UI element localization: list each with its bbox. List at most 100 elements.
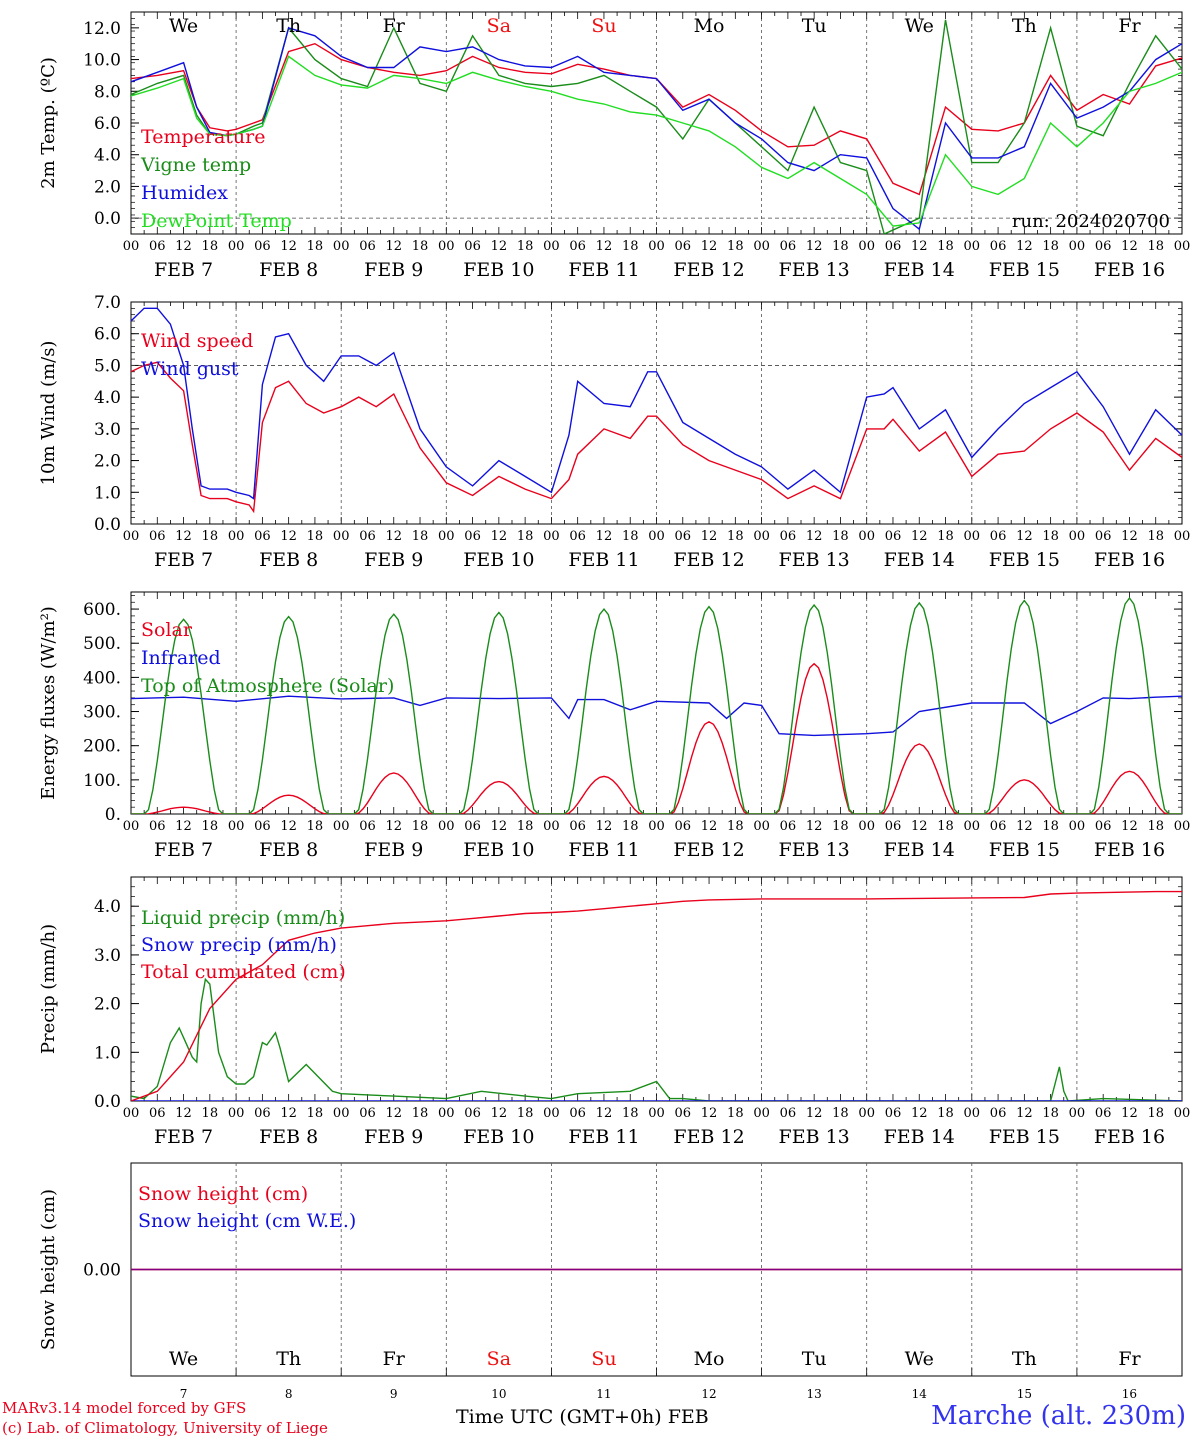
y-tick-label: 1.0 [94, 483, 121, 503]
hour-tick-label: 00 [333, 529, 350, 544]
y-tick-label: 200. [83, 737, 121, 757]
hour-tick-label: 06 [1095, 529, 1112, 544]
day-number-label: 12 [701, 1387, 716, 1401]
weekday-label: Fr [1118, 15, 1141, 37]
hour-tick-label: 18 [727, 819, 744, 834]
y-tick-label: 6.0 [94, 114, 121, 134]
hour-tick-label: 06 [254, 239, 271, 254]
hour-tick-label: 18 [412, 1106, 429, 1121]
date-label: FEB 8 [259, 549, 318, 571]
weekday-label: Mo [694, 15, 725, 37]
y-tick-label: 0.0 [94, 209, 121, 229]
date-label: FEB 11 [568, 549, 639, 571]
hour-tick-label: 00 [753, 529, 770, 544]
hour-tick-label: 12 [806, 239, 823, 254]
hour-tick-label: 00 [333, 1106, 350, 1121]
hour-tick-label: 18 [517, 819, 534, 834]
hour-tick-label: 00 [123, 1106, 140, 1121]
hour-tick-label: 18 [727, 1106, 744, 1121]
date-label: FEB 13 [779, 1126, 850, 1148]
hour-tick-label: 12 [385, 819, 402, 834]
weekday-label: Fr [383, 1348, 406, 1370]
lab-credit: (c) Lab. of Climatology, University of L… [2, 1419, 328, 1437]
run-annotation: run: 2024020700 [1012, 211, 1170, 232]
series-line-0 [131, 42, 1182, 196]
hour-tick-label: 12 [596, 529, 613, 544]
hour-tick-label: 06 [359, 239, 376, 254]
hour-tick-label: 18 [202, 239, 219, 254]
y-tick-label: 8.0 [94, 82, 121, 102]
hour-tick-label: 00 [228, 239, 245, 254]
hour-tick-label: 00 [753, 819, 770, 834]
x-axis-title: Time UTC (GMT+0h) FEB [456, 1406, 709, 1428]
hour-tick-label: 00 [1174, 819, 1191, 834]
hour-tick-label: 18 [622, 529, 639, 544]
hour-tick-label: 06 [885, 239, 902, 254]
hour-tick-label: 18 [832, 1106, 849, 1121]
hour-tick-label: 12 [280, 1106, 297, 1121]
hour-tick-label: 00 [228, 1106, 245, 1121]
hour-tick-label: 00 [1069, 529, 1086, 544]
hour-tick-label: 18 [517, 529, 534, 544]
hour-tick-label: 00 [228, 529, 245, 544]
day-number-label: 10 [491, 1387, 506, 1401]
y-tick-label: 0.0 [94, 1092, 121, 1112]
date-label: FEB 16 [1094, 839, 1165, 861]
date-label: FEB 7 [154, 259, 213, 281]
hour-tick-label: 00 [543, 239, 560, 254]
hour-tick-label: 06 [569, 529, 586, 544]
hour-tick-label: 06 [569, 239, 586, 254]
legend-entry: Top of Atmosphere (Solar) [141, 675, 394, 697]
hour-tick-label: 18 [1042, 819, 1059, 834]
y-tick-label: 600. [83, 600, 121, 620]
hour-tick-label: 06 [780, 529, 797, 544]
hour-tick-label: 00 [1174, 1106, 1191, 1121]
hour-tick-label: 00 [648, 529, 665, 544]
hour-tick-label: 12 [1016, 529, 1033, 544]
panel-wind: 0.0 1.0 2.0 3.0 4.0 5.0 6.0 7.0 10m Wind (m/s) Wi… [38, 293, 1190, 571]
hour-tick-label: 06 [464, 1106, 481, 1121]
hour-tick-label: 06 [780, 819, 797, 834]
y-axis-label: Energy fluxes (W/m²) [38, 606, 59, 800]
hour-tick-label: 12 [280, 529, 297, 544]
hour-tick-label: 06 [885, 529, 902, 544]
date-label: FEB 14 [884, 259, 955, 281]
y-axis-label: Precip (mm/h) [38, 924, 59, 1054]
hour-tick-label: 12 [385, 1106, 402, 1121]
hour-tick-label: 12 [491, 1106, 508, 1121]
panel-precip: 0.0 1.0 2.0 3.0 4.0 Precip (mm/h) Liquid preci… [38, 876, 1191, 1148]
weekday-label: Th [276, 1348, 301, 1370]
model-credit: MARv3.14 model forced by GFS [2, 1399, 247, 1417]
hour-tick-label: 06 [675, 529, 692, 544]
series-line-3 [131, 55, 1182, 227]
hour-tick-label: 18 [202, 1106, 219, 1121]
hour-tick-label: 06 [464, 529, 481, 544]
series-line-2 [131, 596, 1182, 814]
hour-tick-label: 00 [1069, 239, 1086, 254]
date-label: FEB 12 [673, 549, 744, 571]
legend-entry: Vigne temp [140, 154, 251, 176]
hour-tick-label: 12 [806, 529, 823, 544]
hour-tick-label: 00 [543, 1106, 560, 1121]
hour-tick-label: 12 [911, 819, 928, 834]
date-label: FEB 14 [884, 549, 955, 571]
y-axis-label: Snow height (cm) [38, 1189, 59, 1350]
date-label: FEB 10 [463, 549, 534, 571]
day-number-label: 13 [807, 1387, 822, 1401]
hour-tick-label: 00 [1069, 1106, 1086, 1121]
date-label: FEB 16 [1094, 1126, 1165, 1148]
station-title: Marche (alt. 230m) [931, 1401, 1186, 1431]
hour-tick-label: 06 [569, 1106, 586, 1121]
day-number-label: 16 [1122, 1387, 1137, 1401]
date-label: FEB 12 [673, 259, 744, 281]
hour-tick-label: 12 [175, 819, 192, 834]
legend-entry: DewPoint Temp [141, 210, 292, 232]
hour-tick-label: 12 [1121, 529, 1138, 544]
legend-entry: Wind gust [141, 358, 239, 380]
hour-tick-label: 12 [911, 239, 928, 254]
hour-tick-label: 00 [1174, 239, 1191, 254]
hour-tick-label: 00 [543, 819, 560, 834]
y-tick-label: 3.0 [94, 420, 121, 440]
hour-tick-label: 06 [254, 529, 271, 544]
date-label: FEB 11 [568, 259, 639, 281]
